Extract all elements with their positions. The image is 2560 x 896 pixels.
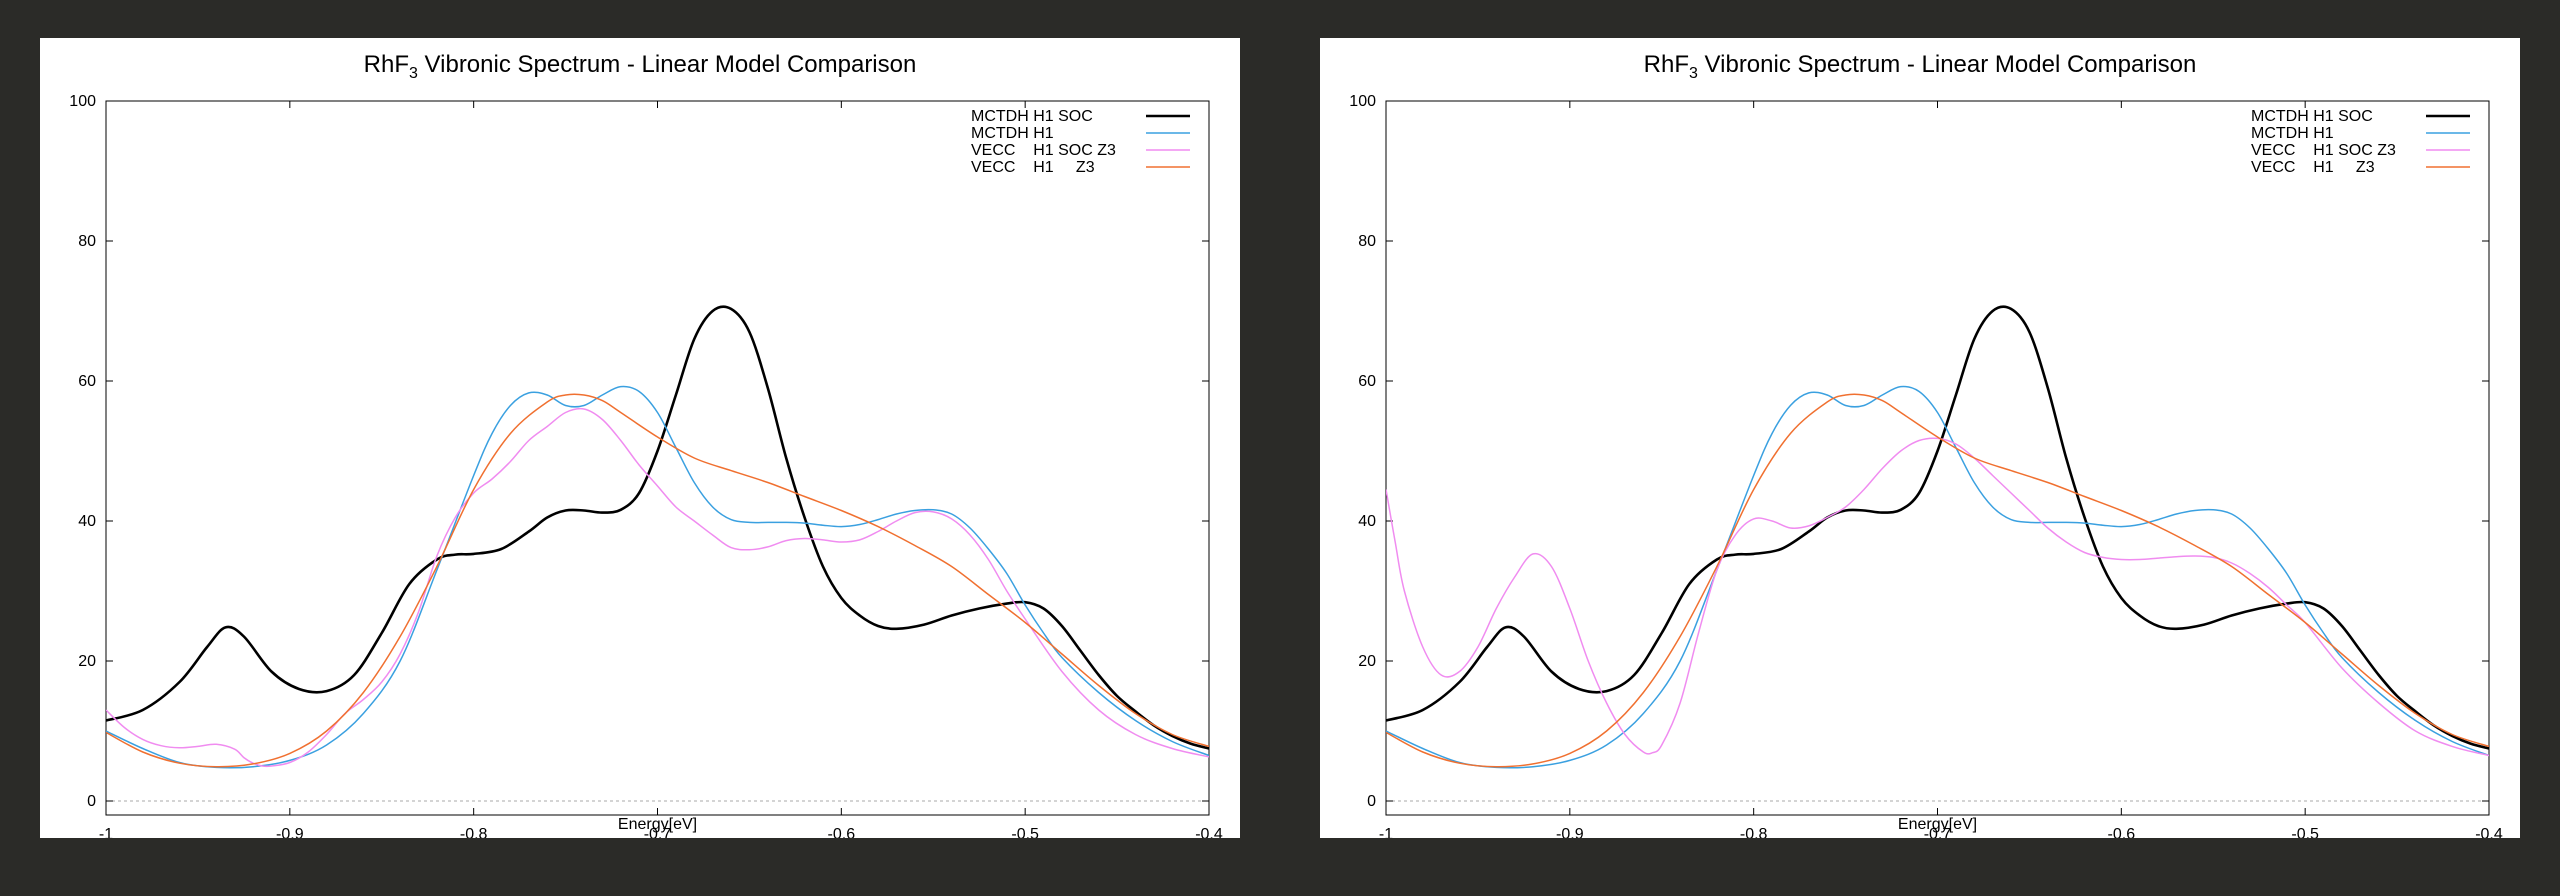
y-tick-label: 100 [69,93,96,110]
x-tick-label: -0.8 [460,826,488,838]
chart-svg: RhF3 Vibronic Spectrum - Linear Model Co… [69,51,1223,838]
y-tick-label: 20 [78,653,96,670]
x-axis-label: Energy[eV] [1898,816,1977,833]
x-tick-label: -0.8 [1740,826,1768,838]
x-tick-label: -0.4 [2475,826,2503,838]
chart-title: RhF3 Vibronic Spectrum - Linear Model Co… [1644,51,2197,82]
x-tick-label: -0.7 [1924,826,1952,838]
y-tick-label: 40 [78,513,96,530]
y-tick-label: 80 [1358,233,1376,250]
chart-panel-left: RhF3 Vibronic Spectrum - Linear Model Co… [40,38,1240,838]
y-tick-label: 0 [87,793,96,810]
x-tick-label: -0.9 [276,826,304,838]
x-tick-label: -1 [1379,826,1393,838]
chart-panel-right: RhF3 Vibronic Spectrum - Linear Model Co… [1320,38,2520,838]
chart-title-main: RhF [1644,51,1689,78]
chart-title-rest: Vibronic Spectrum - Linear Model Compari… [418,51,916,78]
y-tick-label: 60 [78,373,96,390]
chart-svg: RhF3 Vibronic Spectrum - Linear Model Co… [1349,51,2503,838]
legend-label-3: VECC H1 Z3 [971,159,1095,176]
x-tick-label: -1 [99,826,113,838]
series-line-3 [1386,393,2489,768]
y-tick-label: 0 [1367,793,1376,810]
series-line-2 [1386,437,2489,757]
x-tick-label: -0.6 [828,826,856,838]
chart-title-rest: Vibronic Spectrum - Linear Model Compari… [1698,51,2196,78]
x-tick-label: -0.7 [644,826,672,838]
x-tick-label: -0.6 [2108,826,2136,838]
x-tick-label: -0.4 [1195,826,1223,838]
legend-label-2: VECC H1 SOC Z3 [2251,142,2396,159]
legend-label-1: MCTDH H1 [971,125,1054,142]
legend-label-0: MCTDH H1 SOC [971,108,1093,125]
chart-title: RhF3 Vibronic Spectrum - Linear Model Co… [364,51,917,82]
series-line-0 [1386,305,2489,750]
y-tick-label: 20 [1358,653,1376,670]
x-axis-label: Energy[eV] [618,816,697,833]
plot-frame [105,100,1210,816]
legend-label-0: MCTDH H1 SOC [2251,108,2373,125]
y-tick-label: 100 [1349,93,1376,110]
legend-label-1: MCTDH H1 [2251,125,2334,142]
chart-title-subscript: 3 [1689,65,1698,82]
x-tick-label: -0.5 [1011,826,1039,838]
series-line-0 [106,305,1209,750]
series-line-3 [106,393,1209,768]
y-tick-label: 60 [1358,373,1376,390]
y-tick-label: 80 [78,233,96,250]
x-tick-label: -0.5 [2291,826,2319,838]
chart-title-main: RhF [364,51,409,78]
y-tick-label: 40 [1358,513,1376,530]
series-line-1 [1386,385,2489,769]
chart-title-subscript: 3 [409,65,418,82]
legend-label-2: VECC H1 SOC Z3 [971,142,1116,159]
series-line-2 [106,407,1209,768]
x-tick-label: -0.9 [1556,826,1584,838]
series-line-1 [106,385,1209,769]
plot-frame [1385,100,2490,816]
legend-label-3: VECC H1 Z3 [2251,159,2375,176]
